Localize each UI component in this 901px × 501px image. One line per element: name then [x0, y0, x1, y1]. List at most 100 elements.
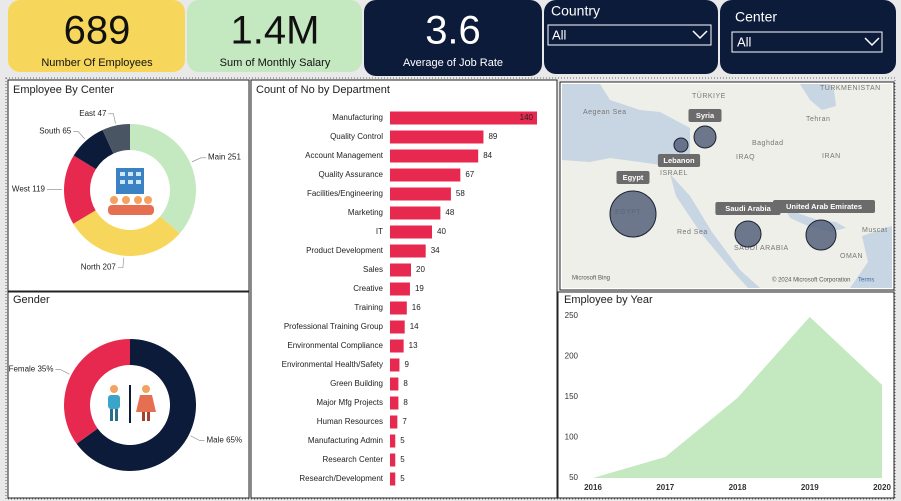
donut-slice: [73, 210, 180, 257]
bar: [390, 453, 396, 467]
map-tag-label: Saudi Arabia: [725, 204, 771, 213]
data-label: 19: [415, 284, 424, 293]
map-bubble: [673, 137, 689, 153]
map-label: TÜRKIYE: [692, 92, 726, 100]
data-label: 5: [400, 474, 405, 483]
value-label: 251: [228, 153, 242, 162]
data-label: 13: [409, 341, 418, 350]
slicer: [544, 0, 718, 74]
category-label: Professional Training Group: [284, 322, 384, 331]
kpi-label: Average of Job Rate: [403, 57, 503, 69]
gender-icon: [100, 375, 160, 435]
map-bubble: [693, 125, 717, 149]
map-label: Aegean Sea: [583, 109, 627, 116]
category-label: Manufacturing: [332, 113, 383, 122]
data-label: 8: [403, 379, 408, 388]
data-label: 40: [437, 227, 446, 236]
category-label: Quality Control: [330, 132, 383, 141]
data-label: East 47: [79, 109, 107, 118]
category-label: North: [81, 263, 101, 272]
kpi-label: Sum of Monthly Salary: [220, 57, 331, 69]
bar: [390, 111, 537, 125]
map-label: IRAQ: [736, 154, 755, 161]
panel-area: [5, 77, 896, 500]
donut-slice: [76, 339, 196, 472]
map-credit: © 2024 Microsoft Corporation: [772, 277, 850, 284]
slicer: [720, 0, 896, 74]
map: TÜRKIYE TURKMENISTAN Tehran Baghdad IRAQ…: [562, 84, 892, 288]
bar: [390, 168, 461, 182]
kpi-value: 689: [64, 9, 131, 53]
sea: [800, 84, 836, 110]
bar: [390, 415, 398, 429]
bar: [390, 396, 399, 410]
value-label: 65%: [226, 436, 242, 445]
data-label: 5: [400, 455, 405, 464]
value-label: 35%: [37, 365, 53, 374]
category-label: East: [79, 109, 96, 118]
bar: [390, 358, 400, 372]
category-label: Facilities/Engineering: [307, 189, 383, 198]
value-label: 47: [98, 109, 107, 118]
bar: [390, 320, 405, 334]
map-credit[interactable]: Terms: [858, 278, 874, 284]
data-label: 5: [400, 436, 405, 445]
map-label: Muscat: [862, 227, 888, 234]
x-tick-label: 2018: [729, 483, 747, 492]
map-label: ISRAEL: [660, 170, 688, 177]
map-bubble: [734, 220, 762, 248]
bar: [390, 339, 404, 353]
bar: [390, 187, 451, 201]
bar: [390, 130, 484, 144]
data-label: 89: [488, 132, 497, 141]
data-label: 7: [402, 417, 407, 426]
data-label: 58: [456, 189, 465, 198]
category-label: West: [12, 185, 31, 194]
dropdown[interactable]: [731, 31, 883, 53]
category-label: Environmental Compliance: [287, 341, 383, 350]
map-tag: [688, 109, 722, 122]
y-tick-label: 50: [569, 473, 578, 482]
leader-line: [190, 435, 205, 441]
kpi-label: Number Of Employees: [41, 57, 153, 69]
x-tick-label: 2019: [801, 483, 819, 492]
dropdown-value[interactable]: All: [737, 34, 752, 49]
sea: [850, 226, 892, 288]
category-label: Human Resources: [317, 417, 383, 426]
value-label: 119: [32, 185, 45, 194]
chevron: [864, 37, 880, 47]
category-label: Environmental Health/Safety: [282, 360, 383, 369]
value-label: 207: [103, 263, 117, 272]
donut-slice: [73, 129, 114, 170]
slicer-title: Country: [551, 3, 600, 19]
map-bubble: [609, 190, 657, 238]
dropdown-value[interactable]: All: [552, 27, 567, 42]
map-label: SAUDI ARABIA: [734, 245, 789, 252]
category-label: Female: [9, 365, 36, 374]
y-tick-label: 150: [565, 392, 579, 401]
data-label: South 65: [39, 127, 72, 136]
donut-slice: [64, 339, 130, 444]
leader-line: [191, 157, 207, 163]
leader-line: [108, 113, 116, 124]
data-label: 14: [410, 322, 419, 331]
map-tag-label: Lebanon: [663, 156, 695, 165]
leader-line: [117, 257, 125, 269]
category-label: Creative: [353, 284, 383, 293]
leader-line: [73, 131, 86, 140]
bar: [390, 206, 441, 220]
category-label: IT: [376, 227, 383, 236]
category-label: Product Development: [306, 246, 384, 255]
map-tag: [657, 154, 701, 167]
data-label: Male 65%: [206, 436, 242, 445]
bar: [390, 149, 479, 163]
map-tag-label: Egypt: [623, 173, 644, 182]
slicer-title: Center: [735, 9, 777, 25]
dropdown[interactable]: [547, 24, 712, 46]
map-label: TURKMENISTAN: [820, 85, 881, 92]
category-label: Research Center: [323, 455, 384, 464]
x-tick-label: 2017: [656, 483, 674, 492]
data-label: 84: [483, 151, 492, 160]
category-label: Male: [206, 436, 224, 445]
